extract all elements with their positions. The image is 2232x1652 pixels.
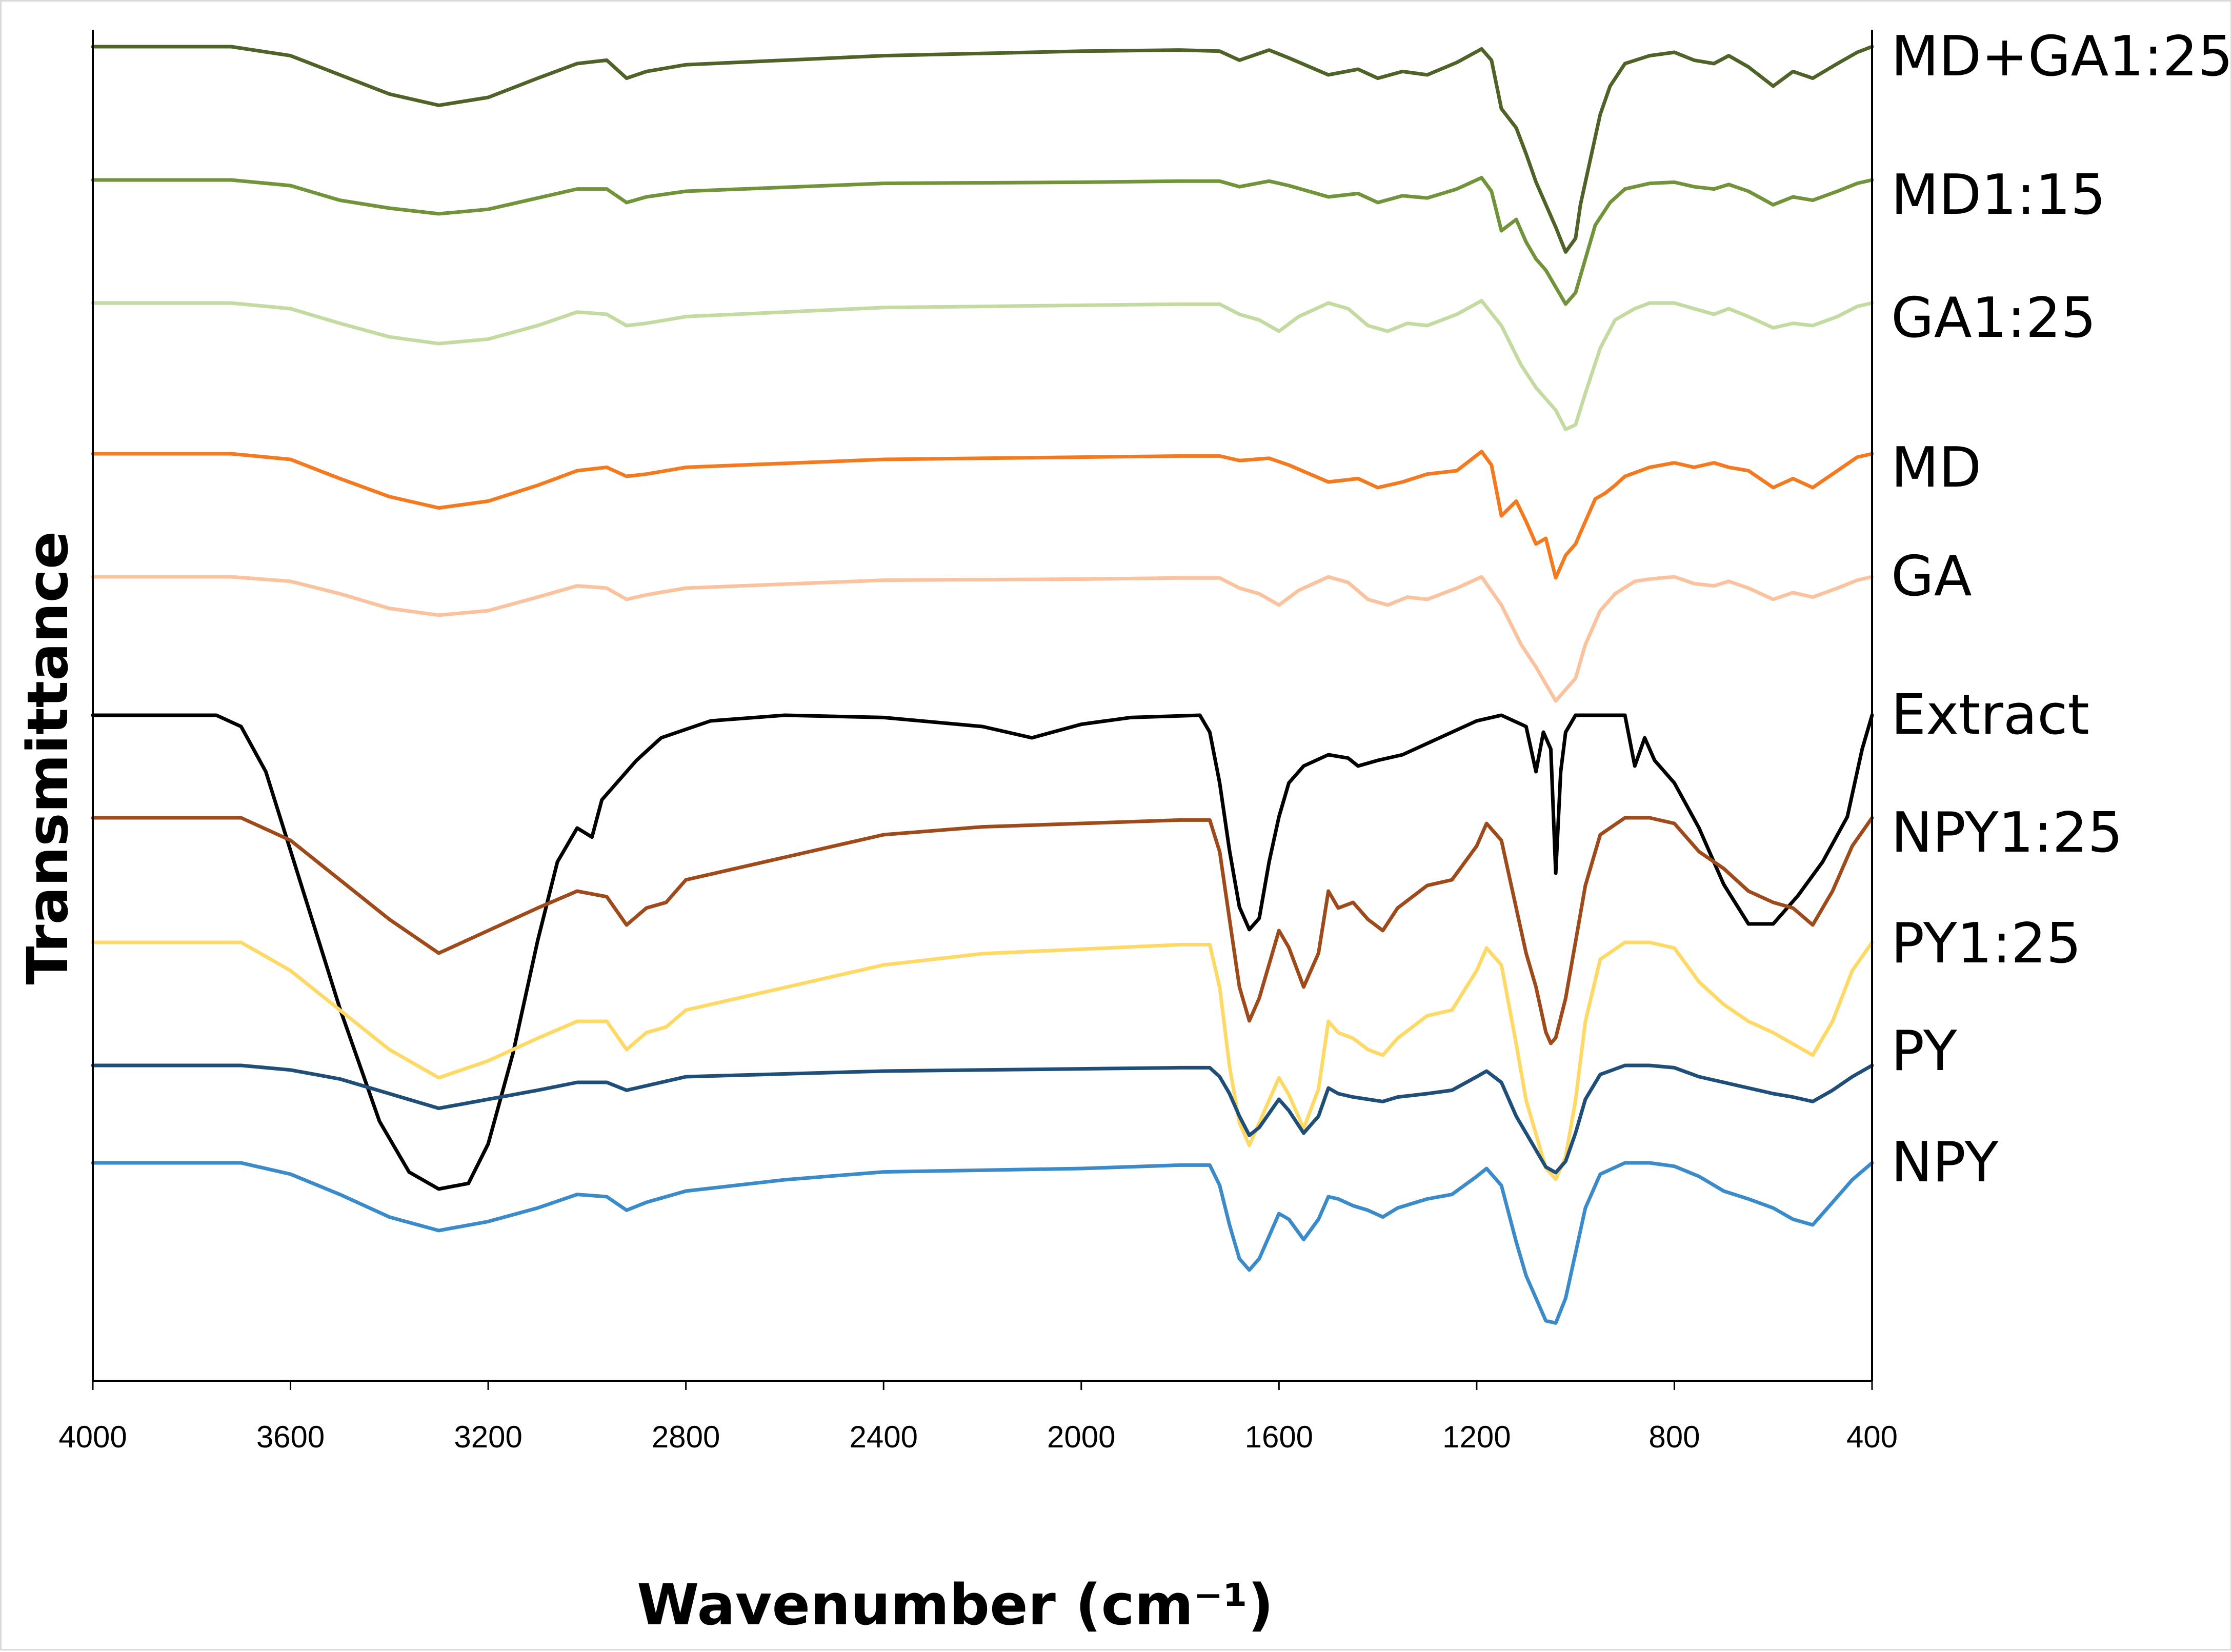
series-line-ga1-25 — [91, 299, 1874, 431]
x-tick-label: 2400 — [849, 1420, 917, 1454]
series-labels: MD+GA1:25 MD1:15 GA1:25 MD GA Extract NPY1:25 P… — [1891, 25, 2232, 1195]
x-tick-label: 3200 — [454, 1420, 522, 1454]
x-tick-label: 4000 — [58, 1420, 127, 1454]
x-axis-title: Wavenumber (cm⁻¹) — [637, 1572, 1274, 1638]
series-label: MD — [1891, 436, 1981, 500]
series-line-py1-25 — [91, 940, 1874, 1181]
axes-layer — [92, 30, 1873, 1382]
x-ticks: 4000 3600 3200 2800 2400 2000 1600 1200 800 400 — [58, 1381, 1898, 1454]
series-line-npy — [91, 1161, 1874, 1325]
x-tick-label: 400 — [1846, 1420, 1898, 1454]
x-tick-label: 800 — [1648, 1420, 1700, 1454]
series-label: Extract — [1891, 683, 2089, 747]
y-axis-title: Transmittance — [15, 531, 81, 984]
x-tick-label: 1200 — [1442, 1420, 1511, 1454]
x-tick-label: 2000 — [1047, 1420, 1115, 1454]
series-line-md-ga1-25 — [91, 45, 1874, 254]
series-line-npy1-25 — [91, 816, 1874, 1045]
series-label: GA1:25 — [1891, 286, 2096, 350]
series-label: NPY — [1891, 1131, 1999, 1195]
series-line-md1-15 — [91, 176, 1874, 306]
series-label: MD+GA1:25 — [1891, 25, 2232, 89]
x-tick-label: 1600 — [1245, 1420, 1313, 1454]
series-label: NPY1:25 — [1891, 801, 2123, 865]
series-line-ga — [91, 575, 1874, 703]
series-label: MD1:15 — [1891, 163, 2106, 227]
x-tick-label: 2800 — [652, 1420, 720, 1454]
series-label: GA — [1891, 545, 1972, 609]
series-line-py — [91, 1063, 1874, 1175]
series-layer — [91, 45, 1874, 1325]
series-line-extract — [91, 713, 1874, 1191]
series-label: PY1:25 — [1891, 912, 2081, 976]
series-line-md — [91, 450, 1874, 580]
x-tick-label: 3600 — [256, 1420, 325, 1454]
series-label: PY — [1891, 1019, 1958, 1083]
